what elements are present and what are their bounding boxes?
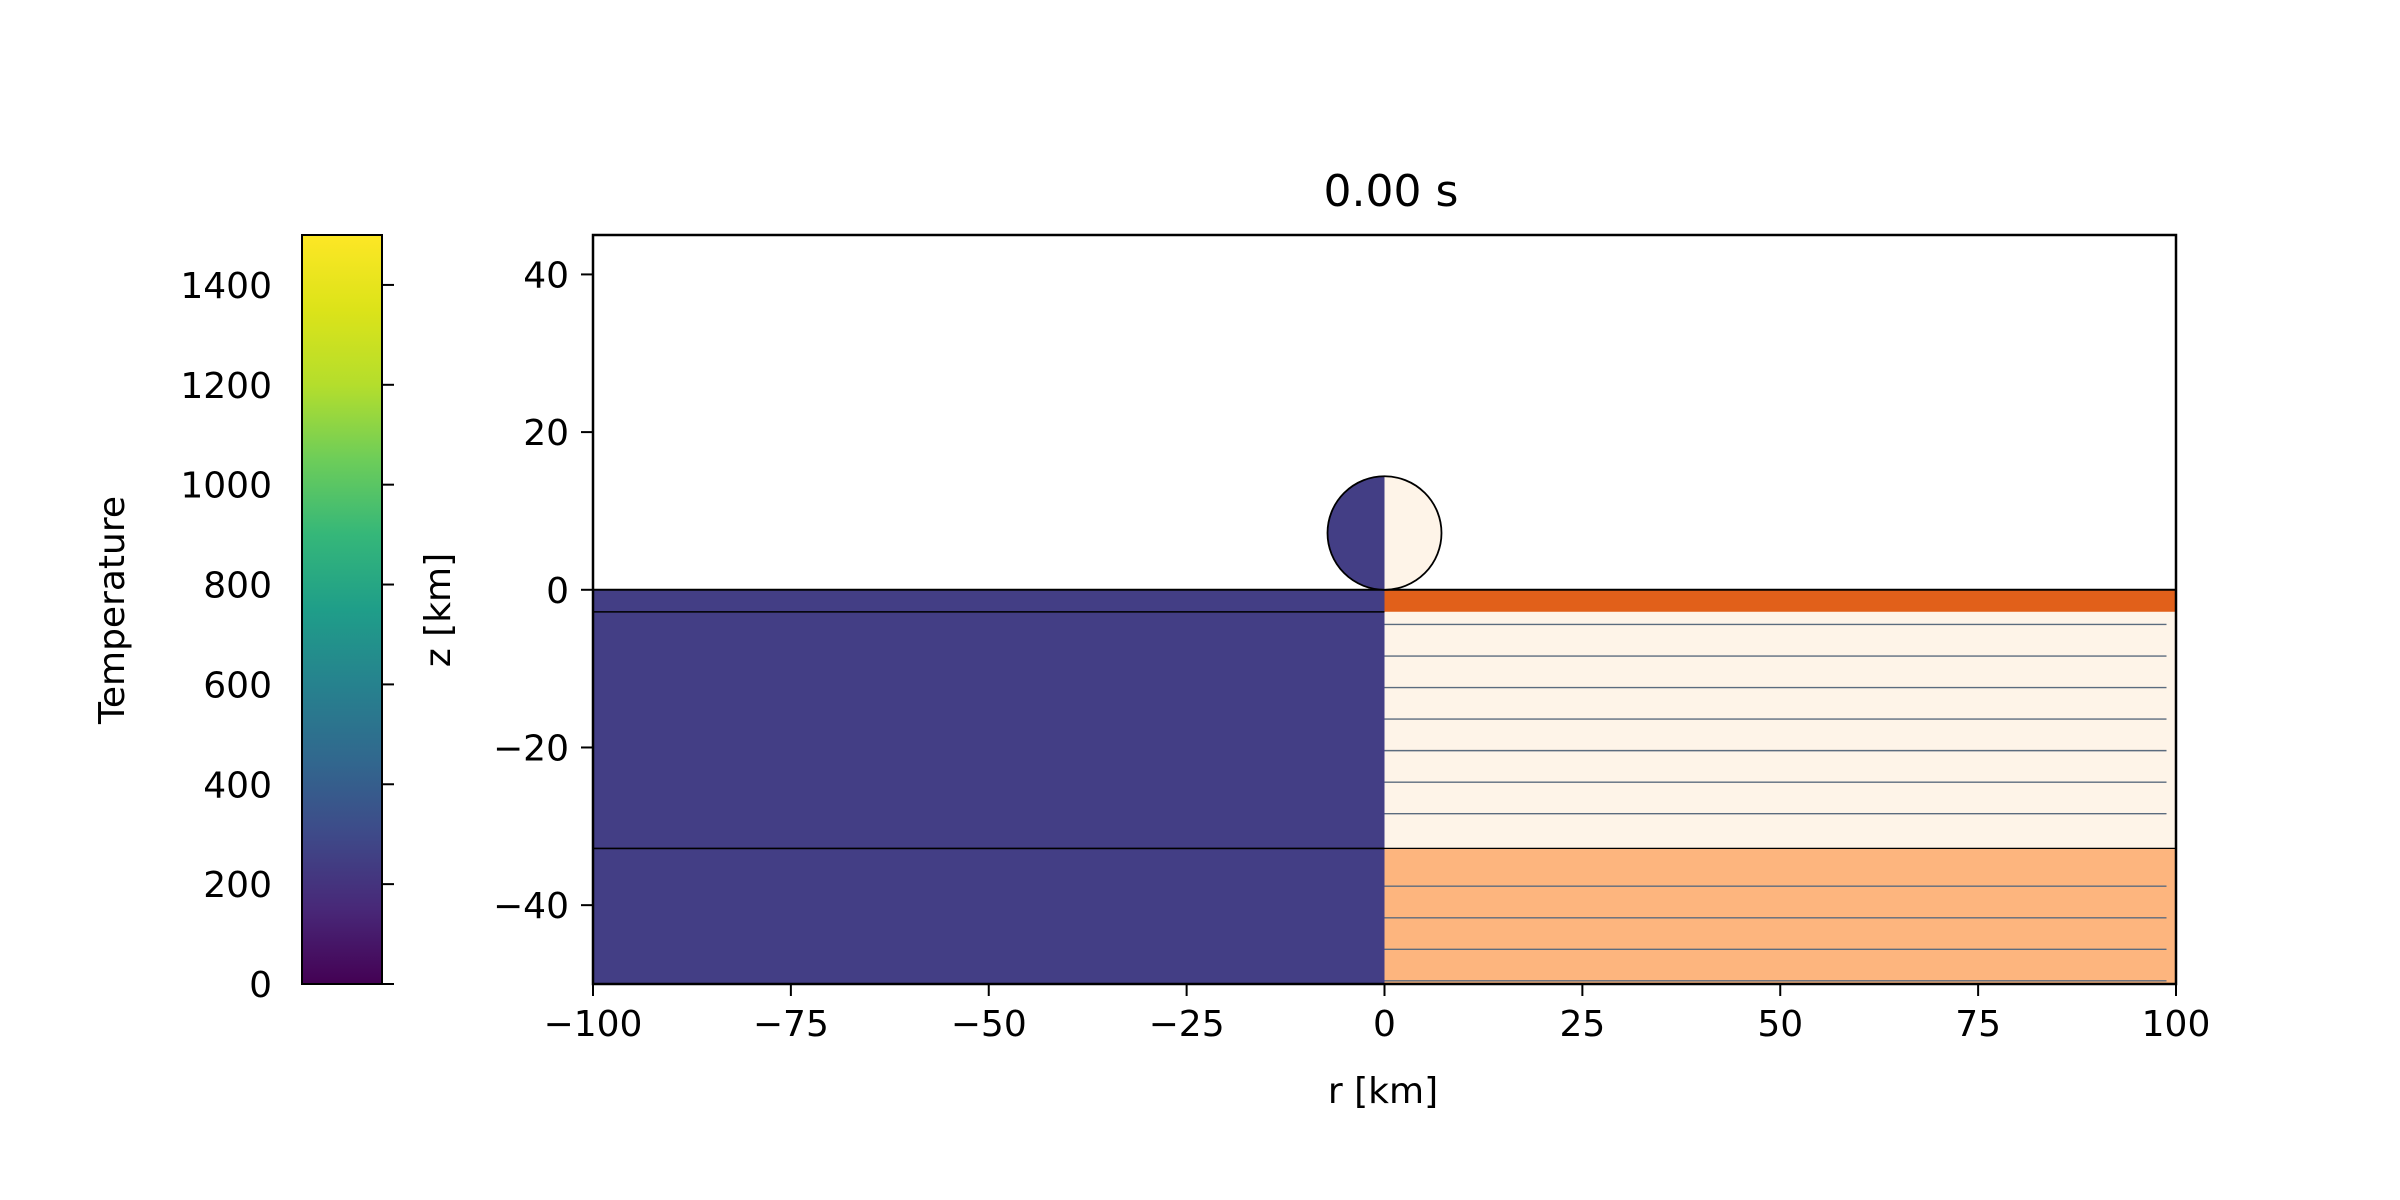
material-layer: [1384, 611, 2176, 849]
colorbar-ticks: 0 200 400 600 800 1000 1200 1400: [180, 266, 394, 1006]
x-axis-label: r [km]: [1328, 1071, 1438, 1112]
x-tick-label: 75: [1955, 1004, 2001, 1045]
y-tick-label: 0: [546, 571, 569, 612]
material-layer: [1384, 589, 2176, 612]
x-tick-label: −75: [753, 1004, 829, 1045]
colorbar: 0 200 400 600 800 1000 1200 1400 Temperature: [92, 234, 394, 1006]
colorbar-tick-label: 600: [203, 665, 272, 706]
colorbar-label: Temperature: [92, 496, 133, 725]
x-tick-label: −25: [1149, 1004, 1225, 1045]
y-tick-label: −40: [493, 886, 569, 927]
y-tick-label: 20: [523, 413, 569, 454]
y-axis-ticks: −40 −20 0 20 40: [493, 255, 593, 927]
x-tick-label: −100: [544, 1004, 643, 1045]
material-layer: [1384, 848, 2176, 984]
colorbar-tick-label: 800: [203, 566, 272, 607]
x-tick-label: 50: [1757, 1004, 1803, 1045]
colorbar-tick-label: 0: [249, 965, 272, 1006]
colorbar-tick-label: 1400: [180, 266, 272, 307]
x-axis-ticks: −100 −75 −50 −25 0 25 50 75 100: [544, 984, 2211, 1045]
impactor-right-half: [1384, 476, 1442, 590]
plot-area: [593, 475, 2176, 984]
chart-title: 0.00 s: [1324, 166, 1459, 217]
x-tick-label: −50: [951, 1004, 1027, 1045]
y-tick-label: −20: [493, 728, 569, 769]
colorbar-tick-label: 200: [203, 865, 272, 906]
colorbar-tick-label: 1200: [180, 366, 272, 407]
temperature-field-left: [593, 589, 1385, 984]
y-tick-label: 40: [523, 255, 569, 296]
x-tick-label: 25: [1559, 1004, 1605, 1045]
colorbar-gradient: [301, 234, 383, 985]
impactor-left-half: [1327, 476, 1385, 590]
y-axis-label: z [km]: [418, 553, 459, 667]
impactor-outline: [1326, 475, 1443, 591]
colorbar-tick-label: 400: [203, 765, 272, 806]
colorbar-tick-label: 1000: [180, 466, 272, 507]
x-tick-label: 0: [1373, 1004, 1396, 1045]
cross-section-axes: 0.00 s −100 −75 −50 −25 0 25 50 75 100 −40 −20 0 20…: [418, 166, 2210, 1112]
x-tick-label: 100: [2142, 1004, 2211, 1045]
